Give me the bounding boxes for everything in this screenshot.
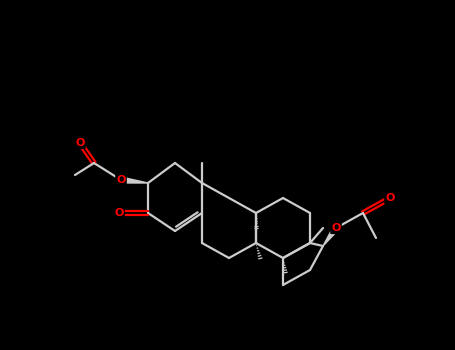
Text: O: O (114, 208, 124, 218)
Text: O: O (385, 193, 394, 203)
Polygon shape (323, 226, 339, 246)
Text: O: O (331, 223, 341, 233)
Text: O: O (116, 175, 126, 185)
Text: O: O (76, 138, 85, 148)
Polygon shape (121, 177, 148, 183)
